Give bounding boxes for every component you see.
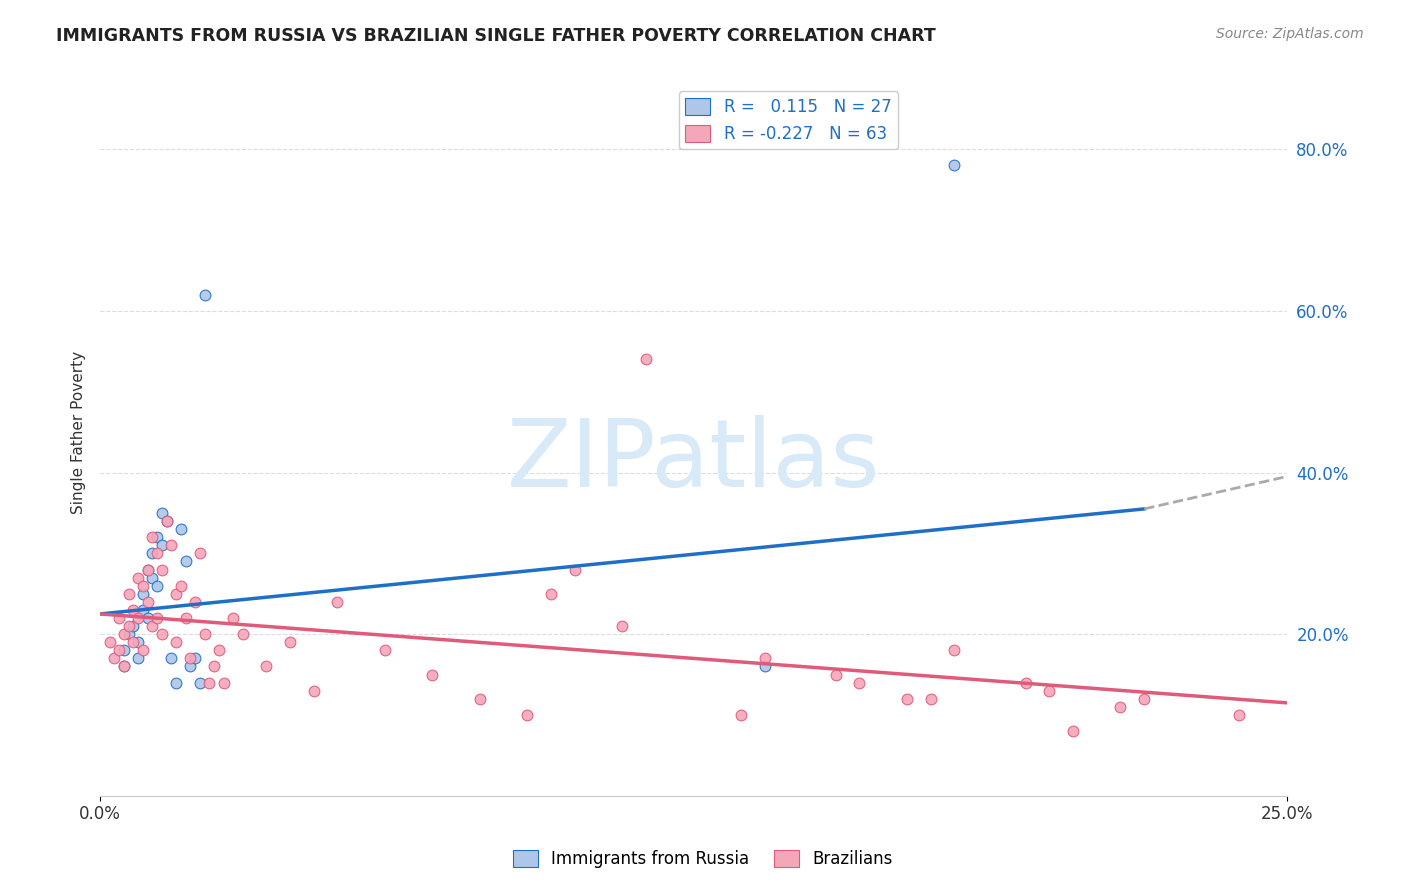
Point	[155, 514, 177, 528]
Point	[174, 611, 197, 625]
Point	[188, 675, 211, 690]
Point	[141, 619, 163, 633]
Point	[730, 708, 752, 723]
Point	[136, 562, 159, 576]
Point	[193, 287, 215, 301]
Point	[540, 587, 562, 601]
Point	[132, 587, 155, 601]
Point	[136, 611, 159, 625]
Point	[146, 546, 169, 560]
Point	[98, 635, 121, 649]
Legend: R =   0.115   N = 27, R = -0.227   N = 63: R = 0.115 N = 27, R = -0.227 N = 63	[679, 91, 898, 149]
Point	[170, 579, 193, 593]
Point	[278, 635, 301, 649]
Point	[150, 627, 173, 641]
Y-axis label: Single Father Poverty: Single Father Poverty	[72, 351, 86, 514]
Point	[193, 627, 215, 641]
Point	[184, 651, 207, 665]
Point	[132, 579, 155, 593]
Point	[136, 595, 159, 609]
Point	[202, 659, 225, 673]
Point	[896, 691, 918, 706]
Text: IMMIGRANTS FROM RUSSIA VS BRAZILIAN SINGLE FATHER POVERTY CORRELATION CHART: IMMIGRANTS FROM RUSSIA VS BRAZILIAN SING…	[56, 27, 936, 45]
Point	[127, 611, 149, 625]
Point	[112, 659, 135, 673]
Legend: Immigrants from Russia, Brazilians: Immigrants from Russia, Brazilians	[506, 843, 900, 875]
Point	[132, 643, 155, 657]
Text: Source: ZipAtlas.com: Source: ZipAtlas.com	[1216, 27, 1364, 41]
Point	[127, 571, 149, 585]
Point	[108, 643, 131, 657]
Point	[1062, 724, 1084, 739]
Point	[170, 522, 193, 536]
Point	[612, 619, 634, 633]
Point	[1014, 675, 1036, 690]
Point	[374, 643, 396, 657]
Point	[302, 683, 325, 698]
Point	[160, 651, 183, 665]
Point	[165, 675, 187, 690]
Point	[136, 562, 159, 576]
Point	[150, 538, 173, 552]
Point	[160, 538, 183, 552]
Point	[165, 635, 187, 649]
Point	[212, 675, 235, 690]
Point	[155, 514, 177, 528]
Point	[943, 643, 966, 657]
Point	[420, 667, 443, 681]
Point	[943, 159, 966, 173]
Point	[184, 595, 207, 609]
Point	[127, 651, 149, 665]
Point	[122, 619, 145, 633]
Point	[150, 506, 173, 520]
Point	[754, 659, 776, 673]
Point	[231, 627, 253, 641]
Point	[326, 595, 349, 609]
Point	[848, 675, 870, 690]
Point	[141, 530, 163, 544]
Point	[117, 587, 139, 601]
Point	[141, 546, 163, 560]
Point	[824, 667, 846, 681]
Point	[1133, 691, 1156, 706]
Point	[516, 708, 538, 723]
Point	[112, 627, 135, 641]
Point	[174, 554, 197, 568]
Point	[132, 603, 155, 617]
Point	[112, 659, 135, 673]
Point	[208, 643, 231, 657]
Point	[122, 603, 145, 617]
Point	[198, 675, 221, 690]
Point	[122, 635, 145, 649]
Point	[1109, 699, 1132, 714]
Point	[146, 530, 169, 544]
Point	[165, 587, 187, 601]
Text: ZIPatlas: ZIPatlas	[506, 416, 880, 508]
Point	[254, 659, 277, 673]
Point	[564, 562, 586, 576]
Point	[754, 651, 776, 665]
Point	[112, 643, 135, 657]
Point	[150, 562, 173, 576]
Point	[127, 635, 149, 649]
Point	[634, 352, 657, 367]
Point	[1227, 708, 1250, 723]
Point	[1038, 683, 1060, 698]
Point	[468, 691, 491, 706]
Point	[108, 611, 131, 625]
Point	[117, 627, 139, 641]
Point	[222, 611, 245, 625]
Point	[146, 611, 169, 625]
Point	[188, 546, 211, 560]
Point	[117, 619, 139, 633]
Point	[179, 651, 201, 665]
Point	[920, 691, 942, 706]
Point	[146, 579, 169, 593]
Point	[103, 651, 125, 665]
Point	[141, 571, 163, 585]
Point	[179, 659, 201, 673]
